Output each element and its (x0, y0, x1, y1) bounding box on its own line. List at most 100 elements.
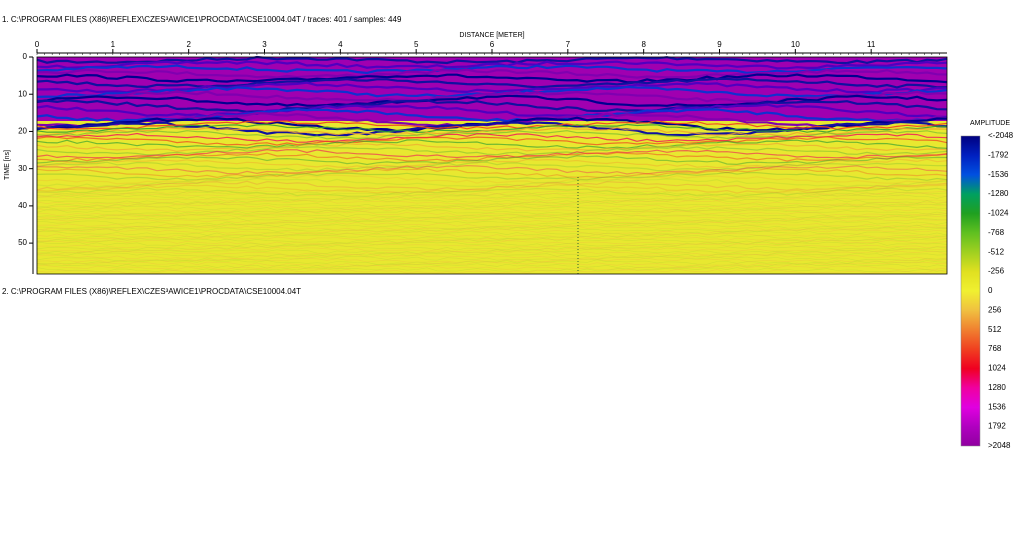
color-scale-label: 256 (988, 305, 1002, 314)
noise-band (36, 210, 948, 217)
reflection-band (36, 145, 948, 156)
noise-band (36, 245, 948, 251)
x-tick-label: 2 (186, 40, 191, 49)
y-tick-label: 10 (18, 89, 27, 98)
noise-band (36, 227, 948, 233)
color-scale-label: 0 (988, 286, 993, 295)
noise-band (36, 241, 948, 247)
reflection-band (36, 158, 948, 169)
reflection-band (36, 103, 948, 118)
color-scale-label: -1024 (988, 209, 1009, 218)
y-tick-label: 0 (23, 52, 28, 61)
color-scale-label: >2048 (988, 441, 1011, 450)
noise-band (36, 216, 948, 222)
reflection-band (36, 136, 948, 146)
color-scale-label: 1792 (988, 422, 1006, 431)
noise-band (36, 218, 948, 224)
noise-band (37, 230, 948, 236)
color-scale-label: -1536 (988, 170, 1009, 179)
color-scale-label: -256 (988, 267, 1005, 276)
reflection-band (36, 127, 948, 137)
color-scale-label: -512 (988, 247, 1005, 256)
color-scale-title: AMPLITUDE (970, 120, 1010, 127)
x-tick-label: 1 (111, 40, 116, 49)
reflection-band (36, 161, 948, 172)
reflection-band (36, 68, 948, 79)
noise-band (36, 255, 948, 262)
noise-band (36, 263, 948, 269)
noise-band (36, 237, 948, 244)
header-line: 1. C:\PROGRAM FILES (X86)\REFLEX\CZES³AW… (2, 15, 402, 24)
noise-band (36, 261, 948, 267)
reflection-band (36, 171, 948, 181)
noise-band (36, 248, 948, 255)
radargram-image (36, 55, 948, 274)
noise-band (36, 264, 948, 271)
reflection-band (36, 60, 948, 70)
reflection-band (36, 180, 948, 191)
x-axis-label: DISTANCE [METER] (459, 32, 524, 39)
reflection-band (36, 55, 948, 65)
color-scale-label: 1280 (988, 383, 1006, 392)
reflection-band (36, 142, 948, 153)
noise-band (36, 268, 948, 274)
reflection-band (37, 81, 948, 94)
y-tick-label: 30 (18, 164, 27, 173)
noise-band (36, 198, 948, 204)
y-tick-label: 40 (18, 201, 27, 210)
reflection-band (36, 177, 948, 188)
x-tick-label: 7 (566, 40, 571, 49)
x-tick-label: 8 (641, 40, 646, 49)
reflection-band (36, 94, 948, 107)
x-tick-label: 0 (35, 40, 40, 49)
color-scale-label: 1024 (988, 364, 1006, 373)
x-tick-label: 6 (490, 40, 495, 49)
y-tick-label: 50 (18, 238, 27, 247)
color-scale-label: -1280 (988, 189, 1009, 198)
header-line: 2. C:\PROGRAM FILES (X86)\REFLEX\CZES³AW… (2, 287, 301, 296)
reflection-band (36, 99, 948, 114)
noise-band (36, 234, 948, 240)
reflection-band (36, 73, 948, 84)
color-scale-label: -768 (988, 228, 1005, 237)
noise-band (36, 209, 948, 215)
noise-band (37, 254, 948, 260)
reflection-band (36, 151, 948, 162)
reflection-band (36, 155, 948, 166)
noise-band (36, 189, 948, 195)
noise-band (37, 243, 948, 249)
noise-band (36, 196, 948, 202)
color-scale-label: <-2048 (988, 131, 1014, 140)
reflection-band (36, 183, 948, 194)
x-tick-label: 3 (262, 40, 267, 49)
color-bar (960, 135, 981, 447)
noise-band (36, 267, 948, 273)
noise-band (36, 223, 948, 229)
x-tick-label: 11 (867, 40, 876, 49)
plot-frame (36, 56, 948, 275)
reflection-band (36, 168, 948, 179)
noise-band (36, 214, 948, 220)
x-tick-label: 10 (791, 40, 800, 49)
noise-band (36, 247, 948, 253)
y-axis-label: TIME [ns] (4, 150, 11, 180)
noise-band (36, 200, 948, 206)
x-tick-label: 5 (414, 40, 419, 49)
color-scale-label: 1536 (988, 402, 1006, 411)
x-tick-label: 9 (717, 40, 722, 49)
y-tick-label: 20 (18, 127, 27, 136)
reflection-band (36, 164, 948, 175)
noise-band (36, 194, 948, 201)
reflection-band (36, 174, 948, 185)
color-scale-label: -1792 (988, 150, 1009, 159)
noise-band (36, 236, 948, 242)
noise-band (36, 252, 948, 258)
noise-band (36, 250, 948, 256)
reflection-band (36, 77, 948, 89)
noise-band (36, 207, 948, 213)
color-scale-label: 768 (988, 344, 1002, 353)
reflection-band (36, 139, 948, 149)
reflection-band (36, 64, 948, 75)
color-scale-label: 512 (988, 325, 1002, 334)
x-tick-label: 4 (338, 40, 343, 49)
